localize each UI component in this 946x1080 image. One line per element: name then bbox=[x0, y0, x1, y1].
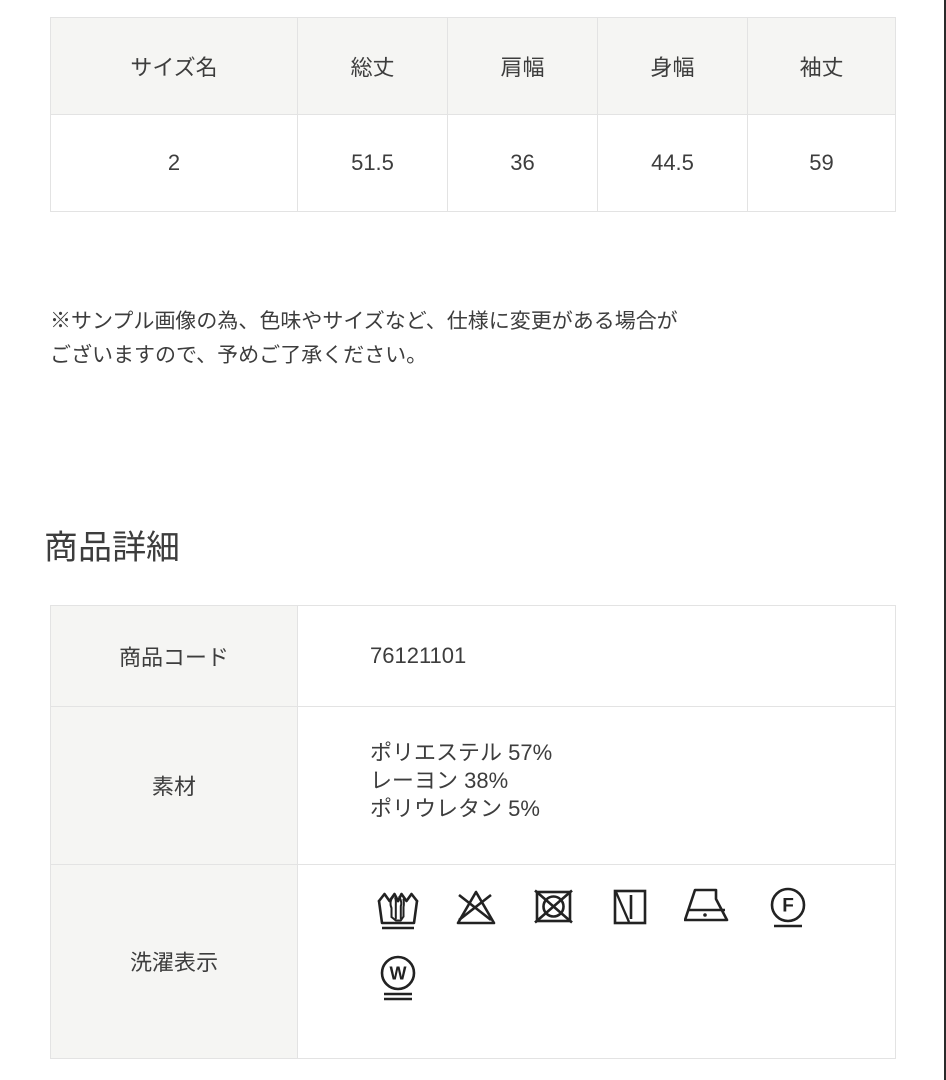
svg-text:W: W bbox=[390, 964, 407, 984]
svg-text:F: F bbox=[782, 896, 794, 917]
